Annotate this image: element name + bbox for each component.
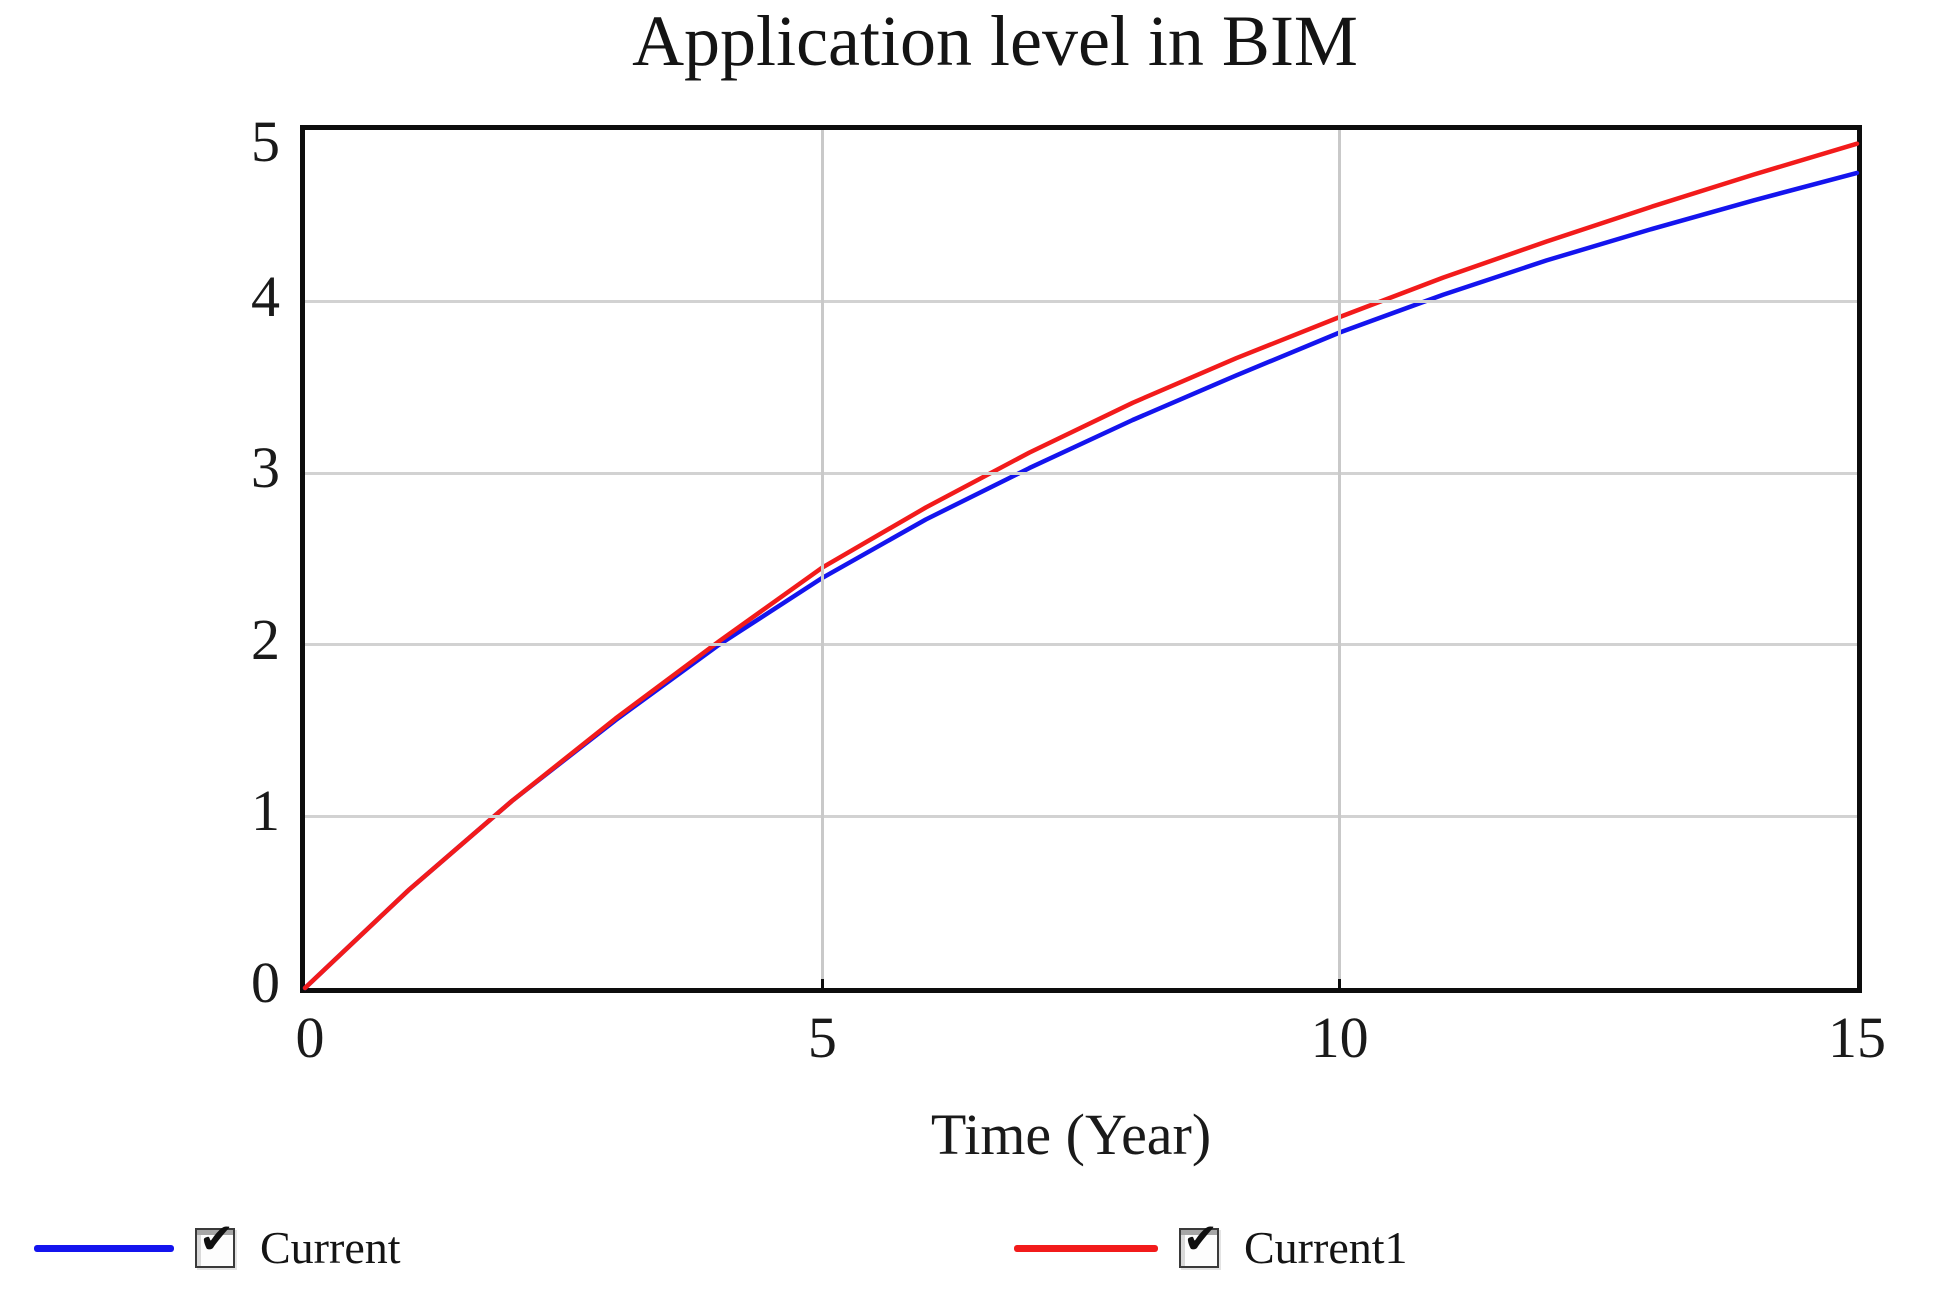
- legend-line-swatch-blue: [34, 1244, 174, 1252]
- x-tick-label: 0: [295, 1005, 325, 1070]
- y-tick-label: 3: [251, 435, 280, 501]
- plot-area: [300, 125, 1862, 993]
- x-axis-label: Time (Year): [930, 1102, 1212, 1167]
- y-tick-label: 2: [251, 606, 280, 672]
- y-tick-label: 4: [251, 263, 280, 329]
- gridline-vertical: [820, 130, 824, 988]
- legend-item-current1: ✔ Current1: [1014, 1218, 1408, 1273]
- x-axis-tick-mark: [820, 979, 824, 988]
- y-tick-label: 5: [251, 109, 280, 174]
- checkmark-icon: ✔: [199, 1214, 235, 1263]
- legend-label-current1: Current1: [1244, 1222, 1408, 1273]
- chart-title: Application level in BIM: [632, 1, 1358, 81]
- legend-line-swatch-red: [1014, 1244, 1158, 1252]
- y-tick-label: 1: [251, 778, 280, 844]
- gridline-horizontal: [305, 471, 1857, 475]
- y-tick-label: 0: [251, 950, 280, 1015]
- x-tick-label: 10: [1310, 1005, 1369, 1070]
- x-axis-tick-mark: [1338, 979, 1342, 988]
- series-plot-canvas: [302, 141, 1860, 991]
- legend-checkbox-current[interactable]: ✔: [195, 1218, 235, 1268]
- gridline-horizontal: [305, 300, 1857, 304]
- gridline-horizontal: [305, 814, 1857, 818]
- gridline-horizontal: [305, 643, 1857, 647]
- x-tick-label: 5: [807, 1005, 837, 1070]
- gridline-vertical: [1338, 130, 1342, 988]
- x-tick-label: 15: [1828, 1005, 1886, 1070]
- series-line-current1: [302, 141, 1860, 991]
- legend-label-current: Current: [260, 1222, 401, 1273]
- checkmark-icon: ✔: [1183, 1214, 1219, 1263]
- legend-checkbox-current1[interactable]: ✔: [1179, 1218, 1219, 1268]
- series-line-current: [302, 170, 1860, 991]
- legend-item-current: ✔ Current: [34, 1218, 401, 1273]
